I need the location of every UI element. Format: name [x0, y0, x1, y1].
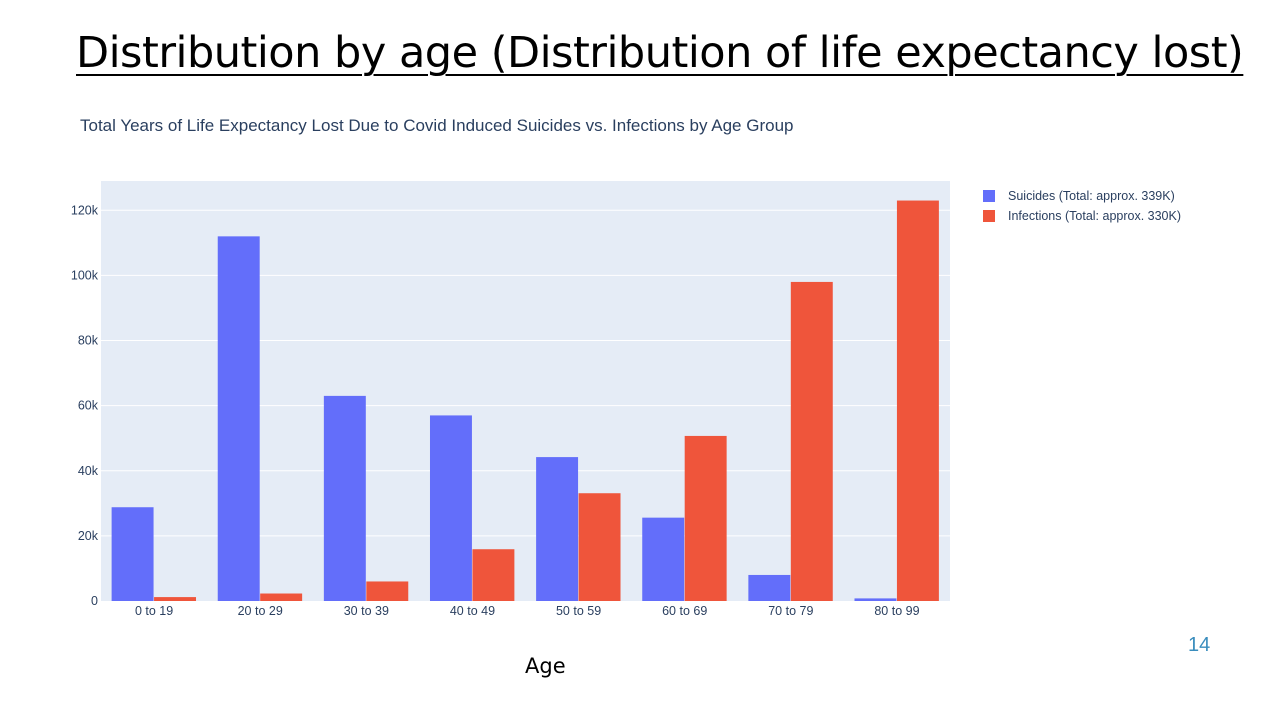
- y-tick-label: 40k: [78, 464, 99, 478]
- x-tick-label: 0 to 19: [135, 604, 173, 618]
- chart-title: Total Years of Life Expectancy Lost Due …: [80, 116, 793, 135]
- bar-suicides: [748, 574, 791, 601]
- legend-entry: Infections (Total: approx. 330K): [1008, 209, 1181, 223]
- x-axis-caption: Age: [525, 654, 566, 678]
- bar-infections: [790, 281, 833, 601]
- bar-suicides: [854, 598, 897, 601]
- y-tick-label: 60k: [78, 399, 99, 413]
- x-tick-label: 40 to 49: [450, 604, 495, 618]
- legend: Suicides (Total: approx. 339K) Infections…: [983, 189, 1181, 223]
- bar-infections: [154, 597, 197, 601]
- y-tick-label: 120k: [71, 203, 99, 217]
- y-tick-label: 80k: [78, 334, 99, 348]
- bar-infections: [366, 581, 409, 601]
- bar-suicides: [536, 457, 579, 601]
- y-tick-label: 20k: [78, 529, 99, 543]
- slide-title: Distribution by age (Distribution of lif…: [76, 28, 1244, 78]
- bar-suicides: [642, 517, 685, 601]
- x-tick-label: 70 to 79: [768, 604, 813, 618]
- bar-suicides: [217, 236, 260, 602]
- x-tick-label: 80 to 99: [874, 604, 919, 618]
- bar-infections: [472, 549, 515, 601]
- x-tick-label: 60 to 69: [662, 604, 707, 618]
- x-axis: 0 to 19 20 to 29 30 to 39 40 to 49 50 to 59 6…: [135, 604, 920, 618]
- y-tick-label: 100k: [71, 268, 99, 282]
- bar-suicides: [111, 507, 154, 601]
- bar-infections: [896, 200, 939, 601]
- bar-suicides: [429, 415, 472, 601]
- bars: [111, 200, 939, 602]
- x-tick-label: 20 to 29: [238, 604, 283, 618]
- y-axis: 0 20k 40k 60k 80k 100k 120k: [71, 203, 99, 608]
- bar-infections: [684, 435, 727, 601]
- bar-infections: [578, 493, 621, 601]
- legend-swatch: [983, 210, 995, 222]
- bar-suicides: [323, 395, 366, 601]
- slide-number: 14: [1188, 634, 1211, 656]
- x-tick-label: 30 to 39: [344, 604, 389, 618]
- y-tick-label: 0: [91, 594, 98, 608]
- bar-infections: [260, 593, 303, 601]
- x-tick-label: 50 to 59: [556, 604, 601, 618]
- legend-entry: Suicides (Total: approx. 339K): [1008, 189, 1175, 203]
- legend-swatch: [983, 190, 995, 202]
